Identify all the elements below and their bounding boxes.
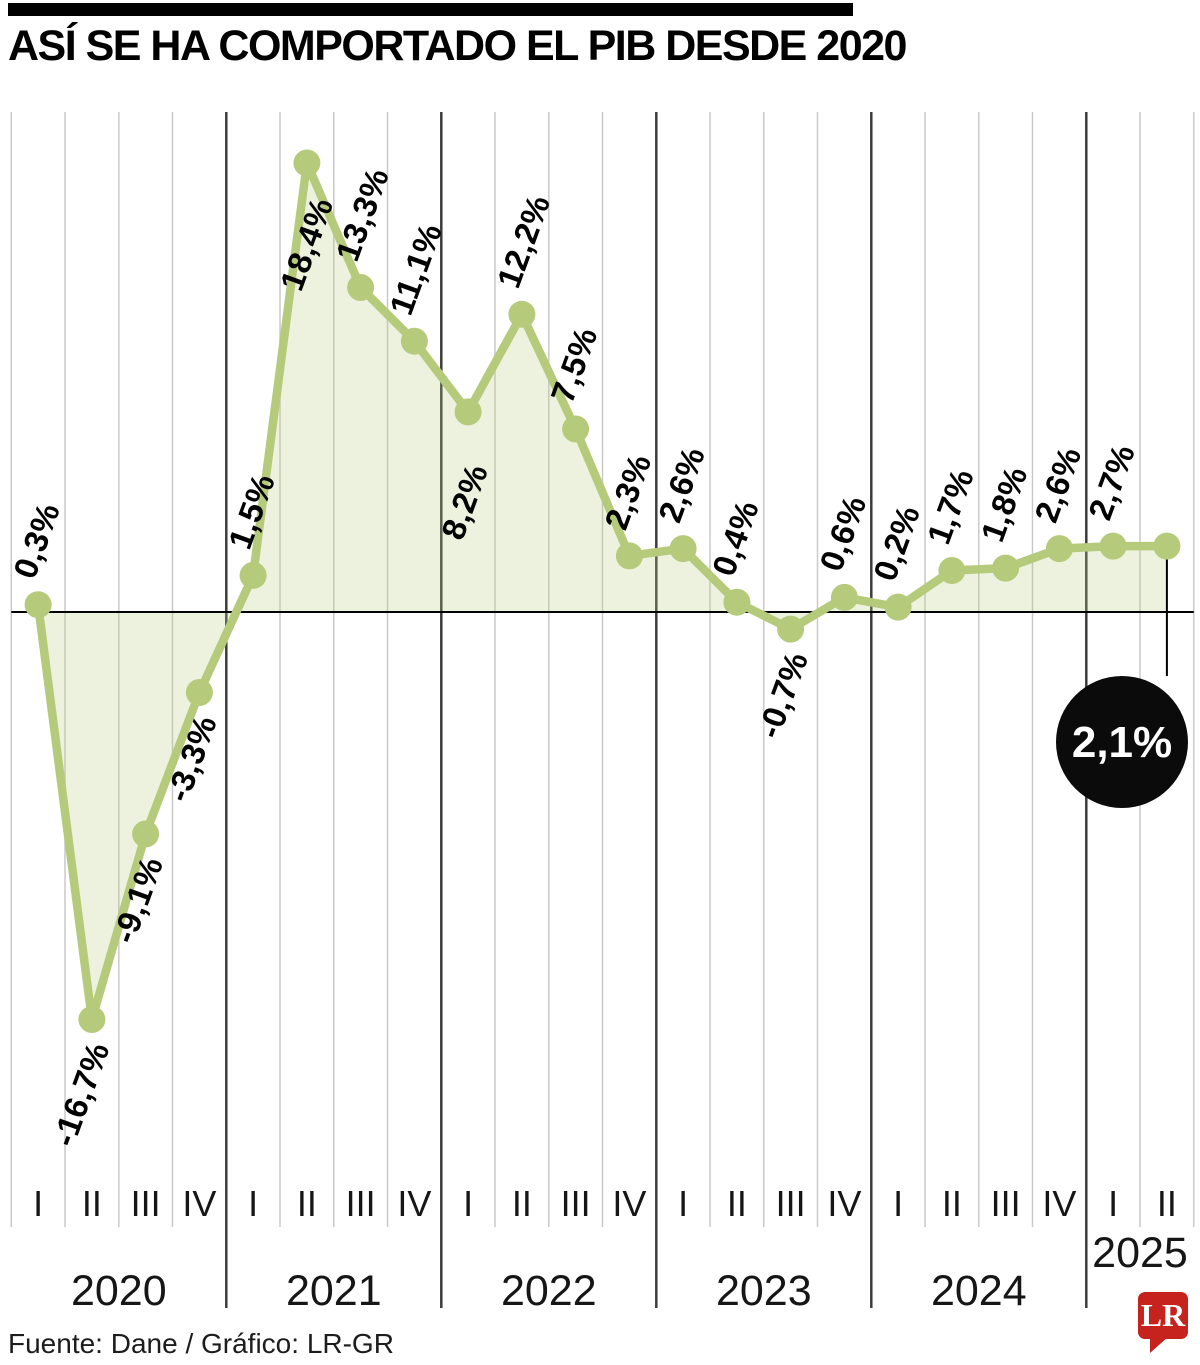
data-point-marker <box>293 149 321 177</box>
quarter-tick-label: II <box>82 1183 102 1224</box>
data-point-marker <box>723 588 751 616</box>
year-label: 2021 <box>286 1267 382 1315</box>
data-point-marker <box>78 1006 106 1033</box>
value-label: 1,7% <box>920 464 981 549</box>
data-point-marker <box>992 554 1020 582</box>
value-label: 1,8% <box>973 461 1034 546</box>
quarter-tick-label: I <box>248 1183 258 1224</box>
data-point-marker <box>454 398 482 426</box>
quarter-tick-label: III <box>131 1183 161 1224</box>
area-fill <box>38 163 1167 1020</box>
data-point-marker <box>508 300 536 328</box>
pib-line <box>33 158 1172 1024</box>
quarter-tick-label: IV <box>397 1183 431 1224</box>
data-point-marker <box>1153 532 1181 560</box>
callout-value: 2,1% <box>1072 718 1172 767</box>
quarter-tick-label: III <box>991 1183 1021 1224</box>
value-label: 13,3% <box>328 163 396 266</box>
value-label: 11,1% <box>382 218 449 319</box>
quarter-tick-label: I <box>893 1183 903 1224</box>
quarter-tick-label: II <box>512 1183 532 1224</box>
value-label: 0,2% <box>866 500 927 585</box>
source-credit: Fuente: Dane / Gráfico: LR-GR <box>8 1328 394 1359</box>
year-label: 2023 <box>716 1267 812 1315</box>
quarter-tick-label: I <box>33 1183 43 1224</box>
quarter-tick-label: I <box>678 1183 688 1224</box>
value-label: 12,2% <box>490 190 558 293</box>
quarter-tick-label: III <box>561 1183 591 1224</box>
quarter-tick-label: II <box>942 1183 962 1224</box>
page-title: ASÍ SE HA COMPORTADO EL PIB DESDE 2020 <box>8 22 907 70</box>
data-point-marker <box>24 591 52 619</box>
value-label: 0,4% <box>705 495 766 580</box>
quarter-tick-label: II <box>1157 1183 1177 1224</box>
quarter-tick-label: III <box>346 1183 376 1224</box>
data-point-marker <box>1099 532 1127 560</box>
quarter-tick-label: II <box>297 1183 317 1224</box>
quarter-tick-label: IV <box>612 1183 646 1224</box>
data-point-marker <box>777 615 805 643</box>
lr-logo-tail <box>1150 1337 1168 1353</box>
quarter-tick-label: I <box>463 1183 473 1224</box>
data-point-marker <box>669 535 697 563</box>
lr-logo: LR <box>1138 1292 1188 1353</box>
quarter-tick-label: IV <box>827 1183 861 1224</box>
quarter-tick-label: IV <box>182 1183 216 1224</box>
data-point-marker <box>347 274 375 301</box>
data-point-marker <box>562 415 590 443</box>
quarter-tick-label: I <box>1108 1183 1118 1224</box>
value-label: -16,7% <box>45 1037 117 1151</box>
quarter-tick-label: II <box>727 1183 747 1224</box>
data-point-marker <box>1045 535 1073 563</box>
title-accent-bar <box>8 3 853 16</box>
data-point-marker <box>615 542 643 570</box>
value-label: 2,6% <box>1027 442 1088 527</box>
value-label: 0,6% <box>812 491 873 576</box>
value-label: 0,3% <box>6 498 67 583</box>
data-point-marker <box>830 583 858 611</box>
data-point-marker <box>132 820 160 848</box>
year-label: 2025 <box>1092 1229 1188 1277</box>
data-point-marker <box>938 557 966 584</box>
value-label: 7,5% <box>543 322 604 407</box>
callout-bubble <box>1056 676 1188 808</box>
lr-logo-text: LR <box>1140 1297 1186 1333</box>
data-point-marker <box>884 593 912 621</box>
value-label: -0,7% <box>750 647 815 743</box>
value-label: 2,6% <box>651 442 712 527</box>
year-label: 2024 <box>931 1267 1027 1315</box>
value-label: 2,7% <box>1081 439 1142 524</box>
data-point-marker <box>400 327 428 355</box>
quarter-tick-label: III <box>776 1183 806 1224</box>
data-point-marker <box>239 561 267 589</box>
data-point-marker <box>185 679 213 706</box>
year-label: 2020 <box>71 1267 167 1315</box>
quarter-tick-label: IV <box>1042 1183 1076 1224</box>
year-label: 2022 <box>501 1267 597 1315</box>
